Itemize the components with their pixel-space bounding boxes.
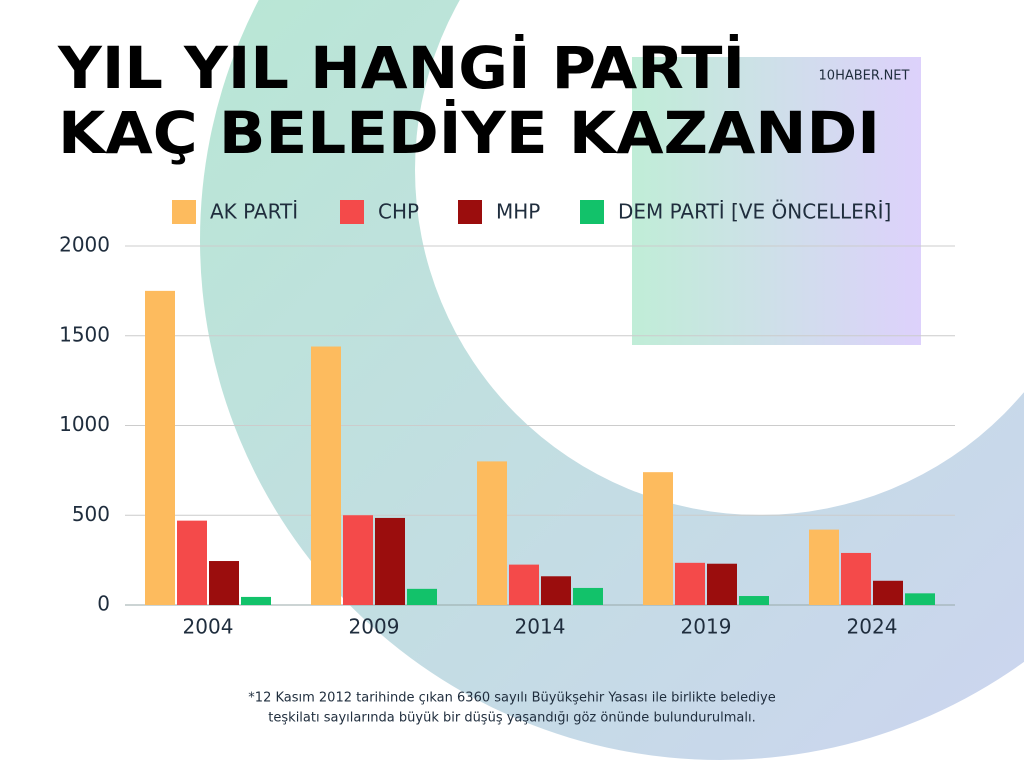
legend-label: MHP: [496, 200, 540, 224]
bar: [311, 346, 341, 605]
bar: [375, 517, 405, 605]
y-tick-label: 2000: [59, 233, 110, 257]
chart-title: YIL YIL HANGİ PARTİ: [57, 33, 745, 102]
bar: [145, 290, 175, 605]
bar: [343, 515, 373, 605]
legend-label: CHP: [378, 200, 419, 224]
bar: [841, 552, 871, 605]
y-tick-label: 1000: [59, 412, 110, 436]
bar: [209, 561, 239, 605]
bar: [707, 563, 737, 605]
y-tick-label: 1500: [59, 322, 110, 346]
bar: [177, 520, 207, 605]
bar: [809, 529, 839, 605]
bar: [541, 576, 571, 605]
bar: [643, 472, 673, 605]
legend-label: AK PARTİ: [210, 200, 298, 224]
bar: [241, 596, 271, 605]
y-tick-label: 500: [72, 502, 110, 526]
background: [200, 0, 1024, 760]
x-tick-label: 2024: [847, 615, 898, 639]
x-tick-label: 2009: [349, 615, 400, 639]
bar: [739, 596, 769, 605]
y-tick-label: 0: [97, 592, 110, 616]
footnote: teşkilatı sayılarında büyük bir düşüş ya…: [268, 711, 755, 726]
legend-swatch: [340, 200, 364, 224]
legend-label: DEM PARTİ [VE ÖNCELLERİ]: [618, 200, 891, 224]
legend-swatch: [172, 200, 196, 224]
bar: [407, 588, 437, 605]
bar: [477, 461, 507, 605]
chart-title: KAÇ BELEDİYE KAZANDI: [58, 98, 880, 167]
footnote: *12 Kasım 2012 tarihinde çıkan 6360 sayı…: [248, 691, 775, 706]
legend-swatch: [458, 200, 482, 224]
bar: [509, 564, 539, 605]
x-tick-label: 2014: [515, 615, 566, 639]
x-tick-label: 2019: [681, 615, 732, 639]
x-tick-label: 2004: [183, 615, 234, 639]
legend-swatch: [580, 200, 604, 224]
source: 10HABER.NET: [819, 69, 910, 84]
bar: [905, 593, 935, 605]
bar: [675, 562, 705, 605]
bar: [873, 580, 903, 605]
bar: [573, 587, 603, 605]
